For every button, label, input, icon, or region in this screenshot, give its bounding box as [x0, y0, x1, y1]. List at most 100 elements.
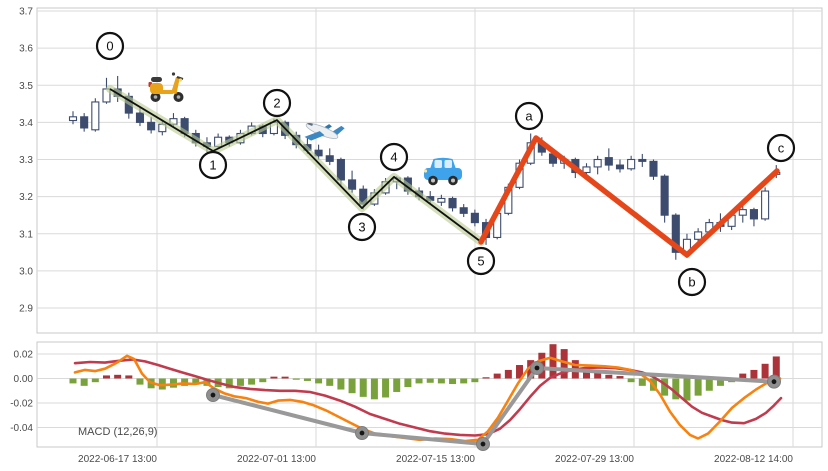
x-tick-label: 2022-06-17 13:00 [78, 454, 157, 465]
scooter-rear-hub [153, 95, 158, 99]
macd-ytick-label: 0.00 [14, 374, 34, 385]
elliott-wave-layer: 0 1 2 3 4 5 a b c [95, 31, 796, 297]
x-tick-label: 2022-07-15 13:00 [396, 454, 475, 465]
macd-histogram-bar-negative [359, 378, 367, 397]
macd-histogram-bar-negative [169, 378, 177, 388]
macd-histogram-bar-positive [516, 365, 524, 379]
trend-dot-core [359, 430, 365, 436]
macd-histogram-bar-negative [248, 378, 256, 385]
macd-histogram-bar-positive [549, 344, 557, 379]
candles-layer [68, 75, 781, 260]
candle-body-bullish [91, 101, 100, 131]
macd-histogram-bar-negative [136, 378, 144, 385]
scooter-front-hub [176, 95, 181, 99]
wave-marker-circle-c [766, 133, 796, 163]
price-ytick-label: 3.5 [19, 81, 33, 92]
wave-marker-label-c: c [778, 141, 785, 156]
candle-body-bearish [649, 160, 658, 177]
macd-histogram-bar-negative [382, 378, 390, 398]
macd-histogram-bar-negative [80, 378, 88, 386]
macd-histogram-bar-negative [437, 378, 445, 384]
macd-histogram-bar-negative [415, 378, 423, 384]
wave-marker-circle-0 [95, 31, 125, 61]
trend-dot-core [771, 379, 777, 385]
scooter-headlight [178, 78, 183, 82]
macd-histogram-bar-negative [460, 378, 468, 384]
wave-marker-circle-2 [262, 88, 292, 118]
macd-histogram-bar-negative [326, 378, 334, 386]
wave-marker-label-4: 4 [390, 150, 397, 165]
candle-body-bullish [68, 116, 78, 122]
macd-histogram-bar-positive [493, 373, 501, 379]
candle-body-bearish [348, 179, 357, 190]
trend-dot-core [534, 365, 540, 371]
candle-body-bearish [459, 207, 468, 214]
macd-histogram-bar-positive [560, 349, 568, 379]
price-ytick-label: 3.3 [19, 155, 33, 166]
macd-panel-layer [69, 344, 783, 452]
scooter-seat [151, 77, 162, 82]
wave-marker-label-0: 0 [106, 39, 113, 54]
macd-histogram-bar-positive [270, 376, 278, 379]
price-ytick-label: 3.7 [19, 7, 33, 18]
airplane-icon [304, 123, 345, 141]
car-cabin [430, 157, 456, 169]
macd-ytick-label: -0.02 [10, 399, 33, 410]
candle-body-bullish [761, 190, 770, 220]
trend-dot-core [210, 392, 216, 398]
panel-border [36, 341, 823, 448]
car-headlight [423, 169, 428, 173]
price-ytick-label: 3.1 [19, 229, 33, 240]
wave-marker-circle-a [514, 101, 544, 131]
vehicle-icons-layer [148, 72, 462, 186]
wave-marker-circle-5 [466, 246, 496, 276]
x-tick-label: 2022-08-12 14:00 [714, 454, 793, 465]
macd-histogram-bar-negative [705, 378, 713, 391]
car-front-hub [431, 178, 435, 183]
macd-histogram-bar-negative [181, 378, 189, 386]
candle-body-bearish [749, 209, 758, 220]
macd-histogram-bar-negative [694, 378, 702, 396]
macd-histogram-bar-negative [192, 378, 200, 385]
candle-body-bearish [604, 157, 613, 166]
price-ytick-label: 2.9 [19, 304, 33, 315]
macd-histogram-bar-positive [504, 369, 512, 379]
candle-body-bearish [336, 158, 345, 181]
macd-histogram-bar-negative [393, 378, 401, 392]
panel-border [36, 7, 823, 334]
candle-body-bearish [80, 116, 89, 129]
candle-body-bullish [738, 209, 747, 216]
scooter-icon [148, 72, 184, 102]
macd-histogram-bar-negative [471, 378, 479, 383]
wave-marker-label-b: b [688, 275, 695, 290]
candle-body-bullish [694, 231, 703, 240]
candle-body-bearish [660, 175, 669, 216]
macd-histogram-bar-negative [69, 378, 77, 384]
wave-marker-label-3: 3 [358, 220, 365, 235]
candle-body-bearish [147, 121, 156, 131]
macd-histogram-bar-positive [582, 367, 590, 379]
price-ytick-label: 3.4 [19, 118, 33, 129]
macd-histogram-bar-negative [259, 378, 267, 383]
price-ytick-label: 3.6 [19, 44, 33, 55]
wave-marker-circle-b [677, 267, 707, 297]
macd-histogram-bar-negative [315, 378, 323, 384]
wave-marker-label-1: 1 [209, 158, 216, 173]
correction-wave-line [478, 135, 780, 258]
candle-body-bullish [437, 197, 446, 203]
macd-ytick-label: 0.02 [14, 350, 34, 361]
x-tick-label: 2022-07-01 13:00 [237, 454, 316, 465]
candle-body-bearish [615, 164, 625, 170]
macd-histogram-bar-positive [772, 356, 780, 379]
macd-histogram-bar-negative [337, 378, 345, 390]
wave-marker-label-5: 5 [477, 254, 484, 269]
airplane-cockpit-window [306, 123, 313, 126]
macd-histogram-bar-negative [716, 378, 724, 386]
airplane-main-wing [304, 131, 325, 141]
candle-body-bearish [470, 212, 479, 224]
x-tick-label: 2022-07-29 13:00 [555, 454, 634, 465]
macd-histogram-bar-positive [114, 374, 122, 379]
wave-marker-label-2: 2 [273, 96, 280, 111]
scooter-mirror [171, 72, 176, 76]
